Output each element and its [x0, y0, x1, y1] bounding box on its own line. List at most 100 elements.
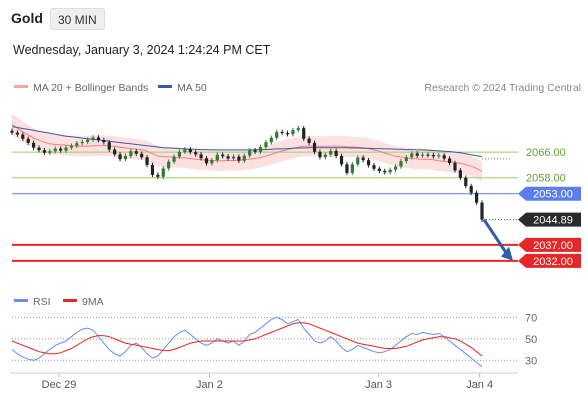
ma50-legend-swatch [158, 85, 172, 88]
candle-body [474, 192, 479, 203]
candle-body [366, 160, 371, 166]
candle-body [21, 134, 25, 139]
candle-body [480, 202, 484, 220]
rsi-tick-label-50: 50 [525, 334, 537, 346]
level-tag-2037.00 [518, 237, 581, 252]
candle-body [183, 149, 187, 152]
candle-body [118, 154, 122, 160]
candle-body [323, 154, 327, 158]
ma50-line [11, 126, 483, 158]
candle-body [156, 174, 160, 177]
candle-body [264, 142, 268, 148]
candle-body [145, 157, 149, 165]
candle-body [318, 151, 322, 158]
candle-body [426, 154, 430, 156]
candle-body [447, 158, 452, 164]
time-axis-label-1: Jan 2 [196, 379, 223, 391]
candle-body [388, 169, 392, 173]
time-axis: Dec 29 Jan 2 Jan 3 Jan 4 [42, 373, 493, 391]
candle-body [221, 154, 225, 157]
candle-body [410, 153, 414, 158]
chart-area: MA 20 + Bollinger Bands MA 50 Research ©… [0, 68, 588, 401]
candle-body [453, 163, 457, 171]
candle-body [134, 151, 138, 154]
timeframe-button[interactable]: 30 MIN [50, 8, 105, 30]
candle-body [307, 138, 311, 143]
candle-body [10, 130, 14, 133]
forecast-arrow-head [501, 246, 513, 261]
candle-body [53, 148, 57, 152]
candle-body [269, 137, 273, 143]
candle-body [15, 132, 20, 135]
candle-body [129, 151, 133, 156]
candle-body [469, 186, 473, 193]
rsi-legend-label: RSI [33, 296, 51, 308]
chart-header: Gold 30 MIN [0, 0, 588, 38]
candle-body [312, 142, 317, 152]
candle-body [172, 156, 176, 162]
rsi-panel: 70 50 30 [11, 312, 537, 368]
candle-body [37, 147, 41, 151]
chart-datetime: Wednesday, January 3, 2024 1:24:24 PM CE… [13, 43, 271, 57]
candle-body [377, 168, 381, 172]
last-price-tag [518, 212, 581, 227]
last-price-label: 2044.89 [533, 215, 573, 227]
candle-body [69, 145, 74, 148]
candle-body [248, 150, 252, 156]
price-panel: 2066.00 2058.00 2053.00 2037.00 2032.00 2044.… [10, 114, 581, 268]
level-label-2037.00: 2037.00 [533, 240, 573, 252]
candle-body [59, 148, 63, 151]
candle-body [361, 157, 365, 161]
candle-body [188, 149, 192, 153]
candle-body [275, 132, 279, 138]
candle-body [464, 177, 468, 187]
candle-body [107, 142, 111, 150]
price-chart: MA 20 + Bollinger Bands MA 50 Research ©… [10, 82, 581, 391]
candle-body [210, 160, 214, 164]
candle-body [167, 161, 171, 169]
level-tag-2053.00 [518, 186, 581, 201]
candle-body [437, 155, 441, 157]
level-label-2066.00: 2066.00 [526, 147, 566, 159]
rsi-ma-line [11, 322, 483, 357]
candle-body [291, 130, 295, 135]
candle-body [123, 155, 128, 160]
rsi-line [11, 316, 483, 368]
ma20-legend-label: MA 20 + Bollinger Bands [33, 82, 148, 94]
candle-body [356, 157, 360, 165]
rsi-legend-swatch [14, 299, 28, 302]
candle-body [404, 157, 408, 162]
rsi-tick-label-30: 30 [525, 355, 537, 367]
candle-body [75, 143, 79, 146]
candle-body [383, 171, 387, 173]
symbol-name: Gold [11, 10, 43, 26]
bollinger-band [12, 114, 482, 182]
level-tag-2032.00 [518, 253, 581, 268]
level-label-2053.00: 2053.00 [533, 189, 573, 201]
candle-body [96, 137, 101, 140]
candle-body [226, 156, 230, 159]
time-axis-label-0: Dec 29 [42, 379, 77, 391]
candle-body [280, 132, 284, 134]
candle-body [199, 154, 203, 159]
time-axis-label-3: Jan 4 [466, 379, 493, 391]
candle-body [345, 164, 349, 173]
candle-body [102, 139, 106, 143]
candle-body [302, 128, 306, 139]
candle-body [296, 128, 300, 131]
rsi-tick-label-70: 70 [525, 312, 537, 324]
candle-body [161, 168, 165, 177]
candle-body [86, 139, 90, 142]
research-credit: Research © 2024 Trading Central [424, 82, 581, 94]
candle-body [231, 156, 236, 159]
candle-body [399, 161, 403, 167]
candle-body [420, 154, 425, 156]
candle-body [393, 166, 398, 170]
candle-body [350, 164, 354, 173]
candle-body [204, 158, 209, 164]
candle-body [64, 147, 68, 151]
candle-body [431, 155, 435, 157]
time-axis-label-2: Jan 3 [365, 379, 392, 391]
candle-body [334, 150, 338, 156]
candle-body [48, 151, 52, 153]
